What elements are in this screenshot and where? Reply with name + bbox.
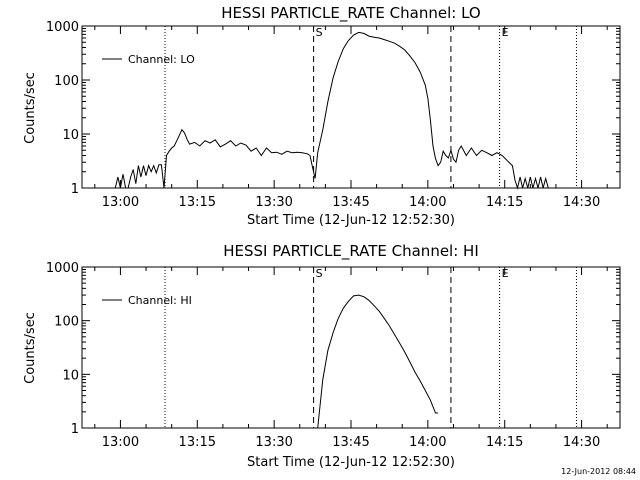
panel-title: HESSI PARTICLE_RATE Channel: LO bbox=[221, 4, 480, 23]
y-tick-label: 1000 bbox=[46, 261, 79, 276]
y-tick-label: 10 bbox=[62, 128, 79, 143]
legend-label: Channel: LO bbox=[128, 53, 195, 66]
plot-frame bbox=[81, 25, 621, 189]
x-tick-label: 13:15 bbox=[179, 435, 216, 450]
time-marker-label: E bbox=[502, 26, 509, 39]
timestamp: 12-Jun-2012 08:44 bbox=[561, 467, 636, 476]
x-tick-label: 14:30 bbox=[563, 195, 600, 210]
plot-frame bbox=[81, 266, 621, 429]
time-marker-label: E bbox=[502, 267, 509, 280]
x-tick-label: 14:15 bbox=[486, 435, 523, 450]
series-line bbox=[114, 31, 549, 190]
y-tick-label: 1 bbox=[71, 182, 79, 197]
y-axis-label: Counts/sec bbox=[23, 312, 38, 384]
x-axis-label: Start Time (12-Jun-12 12:52:30) bbox=[247, 213, 455, 228]
x-tick-label: 14:15 bbox=[486, 195, 523, 210]
legend-label: Channel: HI bbox=[128, 294, 192, 307]
x-tick-label: 13:30 bbox=[255, 195, 292, 210]
panel-lo: HESSI PARTICLE_RATE Channel: LO Counts/s… bbox=[23, 4, 621, 228]
series-line bbox=[317, 294, 439, 429]
x-tick-label: 14:00 bbox=[409, 435, 446, 450]
y-tick-label: 1 bbox=[71, 422, 79, 437]
x-axis-label: Start Time (12-Jun-12 12:52:30) bbox=[247, 455, 455, 470]
plot-area: 13:00 13:15 13:30 13:45 14:00 14:15 14:30 1 10 10… bbox=[46, 20, 621, 210]
y-tick-label: 100 bbox=[54, 74, 79, 89]
x-tick-label: 13:00 bbox=[102, 435, 139, 450]
x-tick-label: 14:30 bbox=[563, 435, 600, 450]
x-tick-label: 14:00 bbox=[409, 195, 446, 210]
time-marker-label: S bbox=[316, 26, 323, 39]
x-tick-label: 13:45 bbox=[332, 195, 369, 210]
x-tick-label: 13:15 bbox=[179, 195, 216, 210]
plot-area: 13:00 13:15 13:30 13:45 14:00 14:15 14:30 1 10 10… bbox=[46, 261, 621, 450]
panel-title: HESSI PARTICLE_RATE Channel: HI bbox=[223, 242, 479, 261]
y-tick-label: 10 bbox=[62, 368, 79, 383]
panel-hi: HESSI PARTICLE_RATE Channel: HI Counts/s… bbox=[23, 242, 621, 470]
x-tick-label: 13:00 bbox=[102, 195, 139, 210]
x-tick-label: 13:45 bbox=[332, 435, 369, 450]
y-tick-label: 1000 bbox=[46, 20, 79, 35]
x-tick-label: 13:30 bbox=[255, 435, 292, 450]
time-marker-label: S bbox=[316, 267, 323, 280]
y-tick-label: 100 bbox=[54, 315, 79, 330]
y-axis-label: Counts/sec bbox=[23, 72, 38, 144]
